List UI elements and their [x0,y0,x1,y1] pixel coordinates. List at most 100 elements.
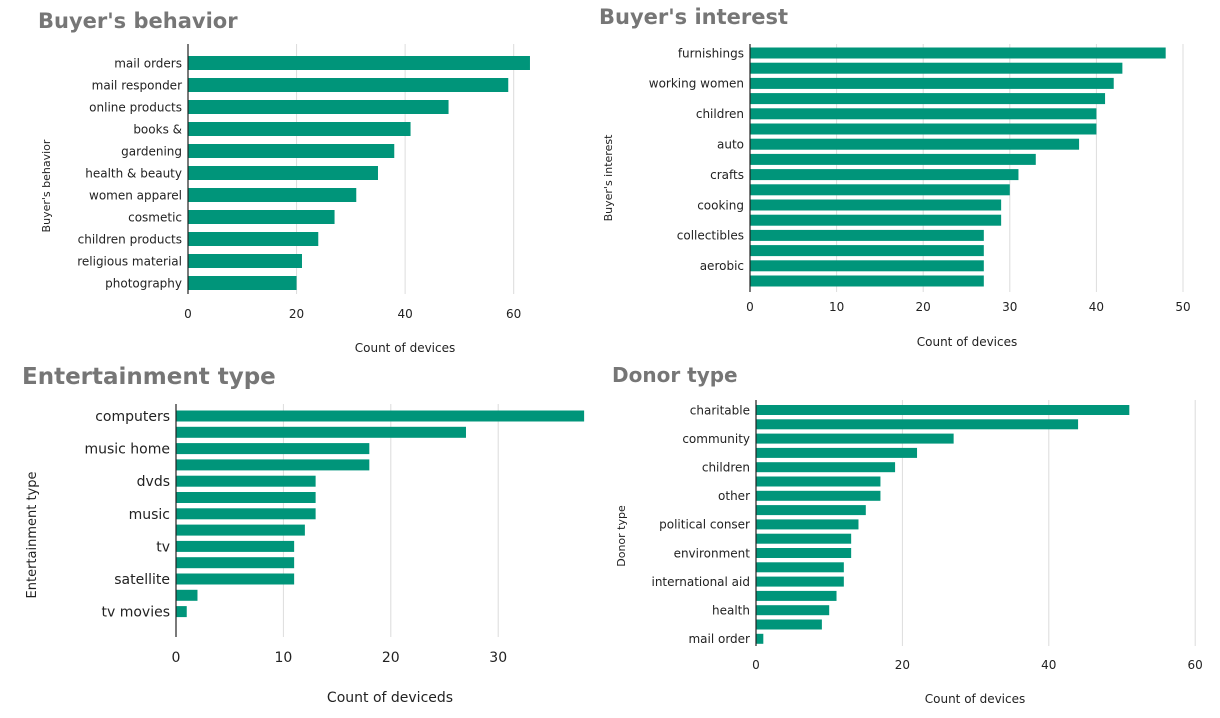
bar-aerobic [750,260,984,272]
category-label: music home [84,442,170,458]
bar-computers [176,410,585,422]
bar-cosmetic [188,210,335,224]
bar-mail-responder [188,78,509,92]
category-label: auto [717,138,744,152]
bar-cooking [750,199,1002,211]
category-label: gardening [121,144,182,158]
bar-gardening [188,144,395,158]
category-label: health [712,604,750,618]
bar-environment [756,548,852,558]
x-tick-label: 10 [274,650,292,666]
bar-dvds [176,475,316,487]
category-label: cooking [697,198,744,212]
x-tick-label: 50 [1175,300,1190,314]
category-label: satellite [114,572,170,588]
bar-unlabeled [756,533,852,544]
bar-children [756,462,896,473]
bar-children [750,108,1097,120]
category-label: computers [95,409,170,425]
bar-unlabeled [176,524,305,536]
bar-unlabeled [750,275,984,287]
category-label: crafts [710,168,744,182]
bar-political-conser [756,519,859,530]
bar-unlabeled [756,476,881,487]
category-label: photography [105,276,182,290]
bar-tv [176,540,295,552]
category-label: religious material [77,254,182,268]
bar-unlabeled [750,184,1010,196]
x-tick-label: 40 [1089,300,1104,314]
category-label: other [718,489,750,503]
bar-community [756,433,954,444]
bar-auto [750,138,1080,150]
bar-tv-movies [176,606,187,618]
y-axis-label: Donor type [615,505,628,567]
category-label: community [682,432,750,446]
x-axis-label: Count of devices [917,335,1018,349]
category-label: books & [133,122,182,136]
category-label: working women [649,77,744,91]
bar-satellite [176,573,295,585]
bar-women-apparel [188,188,357,202]
x-tick-label: 20 [916,300,931,314]
buyers-behavior-title: Buyer's behavior [38,9,238,33]
bar-music [176,508,316,520]
bar-unlabeled [176,426,466,438]
category-label: charitable [690,403,750,417]
bar-unlabeled [750,245,984,257]
category-label: children [702,461,750,475]
buyers-interest-title: Buyer's interest [599,5,789,29]
bar-health [756,605,830,616]
category-label: tv [156,539,170,555]
x-tick-label: 20 [895,658,910,672]
x-tick-label: 60 [506,307,521,321]
bar-unlabeled [756,562,844,573]
bar-music-home [176,443,370,455]
category-label: women apparel [89,188,182,202]
bar-unlabeled [756,447,918,458]
bar-online-products [188,100,449,114]
category-label: health & beauty [85,166,182,180]
y-axis-label: Buyer's interest [602,134,615,221]
category-label: aerobic [700,259,744,273]
category-label: mail orders [114,56,182,70]
category-label: collectibles [677,229,744,243]
x-axis-label: Count of devices [925,692,1026,706]
bar-unlabeled [176,589,198,601]
x-tick-label: 30 [1002,300,1017,314]
category-label: cosmetic [128,210,182,224]
y-axis-label: Buyer's behavior [40,139,53,232]
bar-unlabeled [750,62,1123,74]
x-tick-label: 0 [752,658,760,672]
category-label: mail responder [92,78,182,92]
x-tick-label: 40 [1041,658,1056,672]
donor-type-title: Donor type [612,363,738,387]
bar-crafts [750,169,1019,181]
bar-unlabeled [756,619,822,630]
x-tick-label: 10 [829,300,844,314]
bar-religious-material [188,254,302,268]
entertainment-type-title: Entertainment type [22,364,276,390]
bar-unlabeled [750,123,1097,135]
x-tick-label: 0 [746,300,754,314]
x-tick-label: 0 [172,650,181,666]
bar-unlabeled [756,505,866,516]
x-tick-label: 20 [382,650,400,666]
bar-unlabeled [750,153,1036,165]
x-tick-label: 0 [184,307,192,321]
category-label: environment [674,546,751,560]
category-label: children [696,107,744,121]
bar-unlabeled [176,492,316,503]
y-axis-label: Entertainment type [25,472,40,599]
bar-working-women [750,77,1114,89]
x-tick-label: 20 [289,307,304,321]
bar-health-beauty [188,166,378,180]
bar-unlabeled [176,557,295,569]
bar-international-aid [756,576,844,587]
bar-collectibles [750,229,984,241]
bar-unlabeled [176,459,370,471]
bar-mail-order [756,633,764,644]
